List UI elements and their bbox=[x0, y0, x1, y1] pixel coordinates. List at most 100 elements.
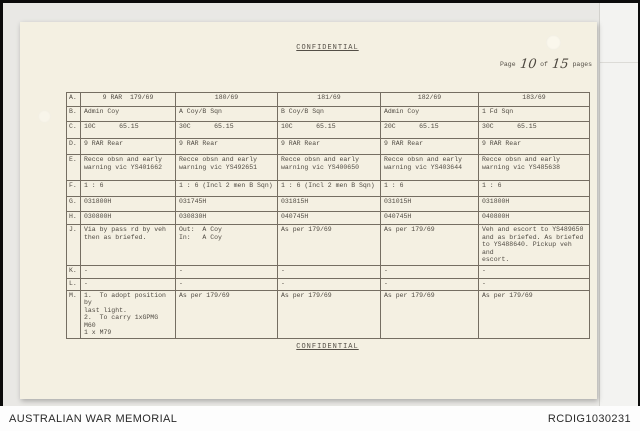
table-cell: 031800H bbox=[80, 196, 176, 212]
table-cell: - bbox=[478, 277, 590, 291]
footer-archive-title: AUSTRALIAN WAR MEMORIAL bbox=[9, 412, 178, 425]
table-cell: 10C 65.15 bbox=[277, 121, 381, 139]
table-cell: - bbox=[80, 264, 176, 279]
table-cell: 9 RAR Rear bbox=[478, 138, 590, 155]
table-cell: - bbox=[380, 264, 479, 279]
table-cell: - bbox=[277, 264, 381, 279]
table-cell: Recce obsn and early warning vic YS49265… bbox=[175, 154, 278, 181]
table-cell: B Coy/B Sqn bbox=[277, 106, 381, 122]
table-cell: 9 RAR Rear bbox=[277, 138, 381, 155]
table-cell: As per 179/69 bbox=[380, 289, 479, 339]
table-cell: 183/69 bbox=[478, 92, 590, 107]
document-page: CONFIDENTIAL Page 10 of 15 pages A. 9 RA… bbox=[20, 22, 597, 399]
footer-bar: AUSTRALIAN WAR MEMORIAL RCDIG1030231 bbox=[0, 406, 640, 431]
table-row: C. 10C 65.15 30C 65.15 10C 65.15 20C 65.… bbox=[66, 121, 590, 139]
table-cell: 1. To adopt position by last light. 2. T… bbox=[80, 289, 176, 339]
table-cell: - bbox=[380, 277, 479, 291]
table-row: D. 9 RAR Rear 9 RAR Rear 9 RAR Rear 9 RA… bbox=[66, 138, 590, 155]
row-label: G. bbox=[66, 196, 81, 212]
table-cell: 180/69 bbox=[175, 92, 278, 107]
row-label: C. bbox=[66, 121, 81, 139]
table-cell: 1 : 6 (Incl 2 men B Sqn) bbox=[175, 180, 278, 197]
table-cell: 10C 65.15 bbox=[80, 121, 176, 139]
table-cell: 040745H bbox=[277, 211, 381, 225]
table-cell: Out: A Coy In: A Coy bbox=[175, 224, 278, 266]
table-cell: - bbox=[80, 277, 176, 291]
table-cell: 031015H bbox=[380, 196, 479, 212]
row-label: K. bbox=[66, 264, 81, 279]
classification-banner-top: CONFIDENTIAL bbox=[296, 44, 359, 52]
table-cell: - bbox=[175, 277, 278, 291]
table-cell: 20C 65.15 bbox=[380, 121, 479, 139]
table-cell: 030830H bbox=[175, 211, 278, 225]
page-of: of bbox=[540, 61, 548, 68]
page-prefix: Page bbox=[500, 61, 516, 68]
table-cell: Admin Coy bbox=[380, 106, 479, 122]
row-label: B. bbox=[66, 106, 81, 122]
table-cell: 040800H bbox=[478, 211, 590, 225]
table-cell: Recce obsn and early warning vic YS40166… bbox=[80, 154, 176, 181]
table-cell: As per 179/69 bbox=[380, 224, 479, 266]
table-row: E. Recce obsn and early warning vic YS40… bbox=[66, 154, 590, 181]
table-cell: 9 RAR Rear bbox=[380, 138, 479, 155]
table-row: L. - - - - - bbox=[66, 277, 590, 291]
table-cell: 30C 65.15 bbox=[175, 121, 278, 139]
row-label: J. bbox=[66, 224, 81, 266]
table-row: G. 031800H 031745H 031815H 031015H 03180… bbox=[66, 196, 590, 212]
classification-banner-bottom: CONFIDENTIAL bbox=[296, 343, 359, 351]
table-cell: As per 179/69 bbox=[175, 289, 278, 339]
table-cell: 182/69 bbox=[380, 92, 479, 107]
table-cell: 1 : 6 bbox=[80, 180, 176, 197]
table-cell: As per 179/69 bbox=[277, 224, 381, 266]
page-number-handwritten: 10 bbox=[518, 57, 537, 72]
table-cell: 9 RAR 179/69 bbox=[80, 92, 176, 107]
table-row: A. 9 RAR 179/69 180/69 181/69 182/69 183… bbox=[66, 92, 590, 107]
table-cell: 1 : 6 (Incl 2 men B Sqn) bbox=[277, 180, 381, 197]
table-cell: 1 : 6 bbox=[478, 180, 590, 197]
table-cell: A Coy/B Sqn bbox=[175, 106, 278, 122]
row-label: E. bbox=[66, 154, 81, 181]
table-cell: Admin Coy bbox=[80, 106, 176, 122]
table-cell: Veh and escort to YS489650 and as briefe… bbox=[478, 224, 590, 266]
table-row: J. Via by pass rd by veh then as briefed… bbox=[66, 224, 590, 266]
page-total-handwritten: 15 bbox=[551, 57, 570, 72]
table-cell: - bbox=[478, 264, 590, 279]
table-cell: 181/69 bbox=[277, 92, 381, 107]
table-cell: 040745H bbox=[380, 211, 479, 225]
table-cell: 9 RAR Rear bbox=[175, 138, 278, 155]
table-row: B. Admin Coy A Coy/B Sqn B Coy/B Sqn Adm… bbox=[66, 106, 590, 122]
footer-record-id: RCDIG1030231 bbox=[547, 412, 631, 425]
page-number-line: Page 10 of 15 pages bbox=[500, 57, 593, 72]
table-cell: Recce obsn and early warning vic YS40364… bbox=[380, 154, 479, 181]
table-cell: As per 179/69 bbox=[277, 289, 381, 339]
table-cell: - bbox=[277, 277, 381, 291]
table-cell: 9 RAR Rear bbox=[80, 138, 176, 155]
row-label: H. bbox=[66, 211, 81, 225]
right-scan-band bbox=[599, 3, 638, 406]
table-cell: 031745H bbox=[175, 196, 278, 212]
table-cell: Recce obsn and early warning vic YS40065… bbox=[277, 154, 381, 181]
table-cell: As per 179/69 bbox=[478, 289, 590, 339]
table-row: F. 1 : 6 1 : 6 (Incl 2 men B Sqn) 1 : 6 … bbox=[66, 180, 590, 197]
hole-punch bbox=[546, 35, 561, 50]
table-cell: 031800H bbox=[478, 196, 590, 212]
table-cell: 030800H bbox=[80, 211, 176, 225]
row-label: A. bbox=[66, 92, 81, 107]
table-cell: Via by pass rd by veh then as briefed. bbox=[80, 224, 176, 266]
table-row: K. - - - - - bbox=[66, 264, 590, 279]
row-label: L. bbox=[66, 277, 81, 291]
table-cell: 1 Fd Sqn bbox=[478, 106, 590, 122]
table-cell: 30C 65.15 bbox=[478, 121, 590, 139]
page-suffix: pages bbox=[572, 61, 593, 68]
table-cell: 031815H bbox=[277, 196, 381, 212]
table-row: H. 030800H 030830H 040745H 040745H 04080… bbox=[66, 211, 590, 225]
row-label: D. bbox=[66, 138, 81, 155]
table-cell: - bbox=[175, 264, 278, 279]
hole-punch bbox=[38, 110, 51, 123]
row-label: M. bbox=[66, 289, 81, 339]
table-cell: Recce obsn and early warning vic YS48563… bbox=[478, 154, 590, 181]
scan-seam bbox=[600, 62, 638, 63]
roster-table: A. 9 RAR 179/69 180/69 181/69 182/69 183… bbox=[66, 92, 590, 339]
table-row: M. 1. To adopt position by last light. 2… bbox=[66, 289, 590, 339]
